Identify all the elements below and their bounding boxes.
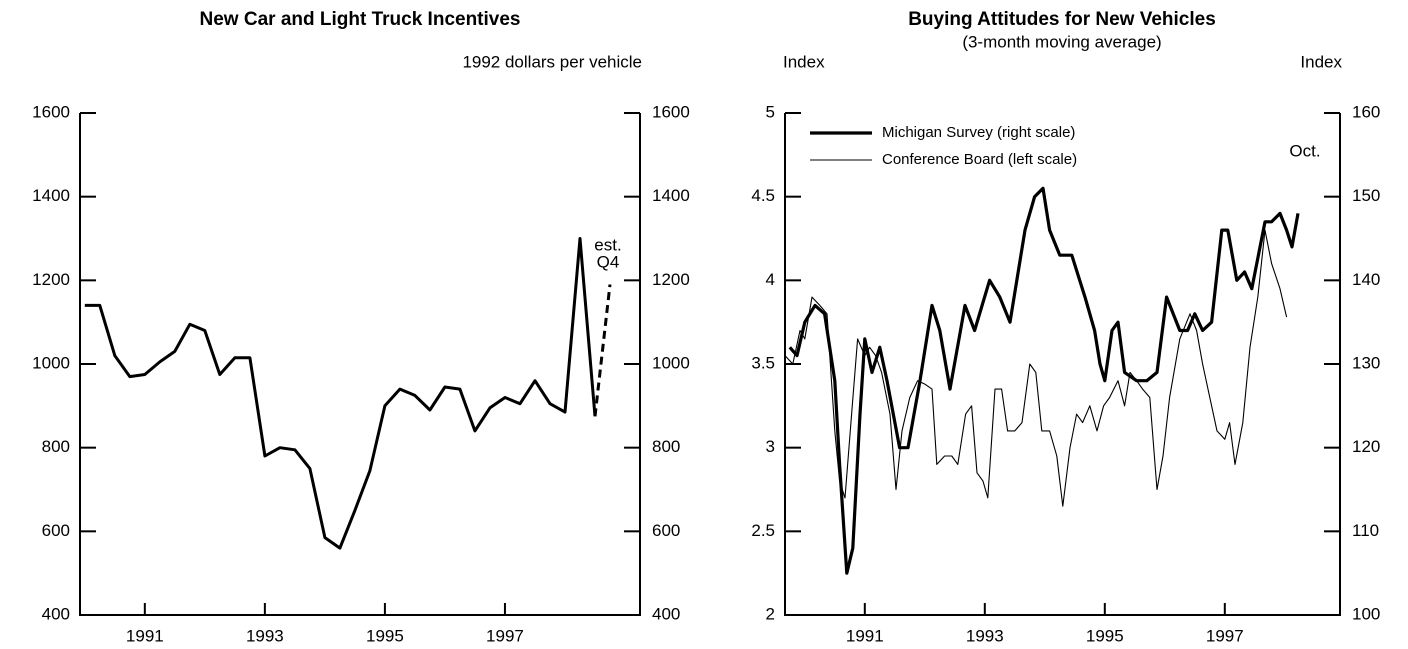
y-tick-label: 600 — [42, 521, 70, 540]
x-tick-label: 1993 — [966, 626, 1004, 645]
data-line — [784, 229, 1288, 507]
x-tick-label: 1991 — [126, 626, 164, 645]
y2-tick-label: 400 — [652, 604, 680, 623]
y-tick-label: 3 — [766, 437, 775, 456]
data-line — [788, 186, 1300, 575]
y2-tick-label: 140 — [1352, 270, 1380, 289]
y-tick-label: 4 — [766, 270, 775, 289]
annotation: Q4 — [597, 252, 620, 271]
y-tick-label: 5 — [766, 102, 775, 121]
x-tick-label: 1995 — [366, 626, 404, 645]
y2-tick-label: 1000 — [652, 353, 690, 372]
y-axis-label: Index — [783, 52, 825, 71]
axis-frame — [79, 113, 641, 616]
x-tick-label: 1991 — [846, 626, 884, 645]
annotation: est. — [594, 235, 621, 254]
y-tick-label: 800 — [42, 437, 70, 456]
y2-tick-label: 120 — [1352, 437, 1380, 456]
x-tick-label: 1993 — [246, 626, 284, 645]
legend-label: Michigan Survey (right scale) — [882, 124, 1075, 141]
y-tick-label: 1200 — [32, 270, 70, 289]
y2-tick-label: 160 — [1352, 102, 1380, 121]
data-line — [84, 237, 597, 550]
y2-tick-label: 130 — [1352, 353, 1380, 372]
axis-frame — [784, 113, 1341, 616]
data-line — [593, 284, 612, 417]
y2-tick-label: 1600 — [652, 102, 690, 121]
y2-tick-label: 600 — [652, 521, 680, 540]
y-tick-label: 2.5 — [751, 521, 775, 540]
chart-title: Buying Attitudes for New Vehicles — [908, 9, 1216, 30]
y2-tick-label: 1400 — [652, 186, 690, 205]
y2-tick-label: 110 — [1352, 521, 1379, 540]
y2-tick-label: 100 — [1352, 604, 1380, 623]
y-tick-label: 1000 — [32, 353, 70, 372]
y-axis-label: 1992 dollars per vehicle — [462, 52, 642, 71]
chart-title: New Car and Light Truck Incentives — [200, 9, 521, 30]
chart-subtitle: (3-month moving average) — [962, 32, 1161, 51]
y-tick-label: 2 — [766, 604, 775, 623]
y-tick-label: 3.5 — [751, 353, 775, 372]
y-tick-label: 1400 — [32, 186, 70, 205]
annotation: Oct. — [1289, 141, 1320, 160]
y2-tick-label: 150 — [1352, 186, 1380, 205]
x-tick-label: 1997 — [486, 626, 524, 645]
x-tick-label: 1997 — [1206, 626, 1244, 645]
x-tick-label: 1995 — [1086, 626, 1124, 645]
y-tick-label: 400 — [42, 604, 70, 623]
y-tick-label: 1600 — [32, 102, 70, 121]
y2-tick-label: 800 — [652, 437, 680, 456]
y2-axis-label: Index — [1300, 52, 1342, 71]
legend-label: Conference Board (left scale) — [882, 151, 1077, 168]
y-tick-label: 4.5 — [751, 186, 775, 205]
y2-tick-label: 1200 — [652, 270, 690, 289]
